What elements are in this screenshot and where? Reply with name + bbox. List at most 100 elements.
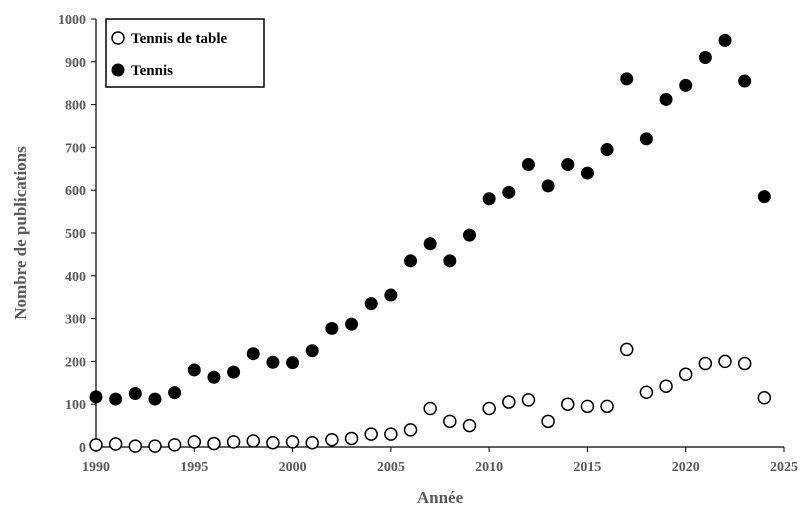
x-tick-label: 2010 <box>475 460 503 475</box>
point-tennis-de-table <box>678 367 693 381</box>
point-tennis <box>462 228 476 242</box>
y-tick-label: 900 <box>65 56 86 71</box>
x-tick-label: 1995 <box>180 460 208 475</box>
legend-label-tennis-de-table: Tennis de table <box>131 31 227 47</box>
y-tick-label: 300 <box>65 313 86 328</box>
point-tennis <box>659 92 673 106</box>
point-tennis <box>109 392 123 406</box>
y-tick-label: 400 <box>65 270 86 285</box>
point-tennis <box>128 387 142 400</box>
point-tennis-de-table <box>659 379 673 393</box>
point-tennis-de-table <box>541 414 555 429</box>
y-tick-label: 200 <box>65 355 86 370</box>
point-tennis-de-table <box>226 435 241 449</box>
point-tennis <box>423 237 437 251</box>
point-tennis <box>561 158 575 172</box>
point-tennis-de-table <box>325 432 339 447</box>
point-tennis-de-table <box>502 395 516 409</box>
x-axis-ticks: 1990 1995 2000 2005 2010 2015 2020 2025 <box>82 447 798 475</box>
point-tennis <box>384 288 398 302</box>
point-tennis-de-table <box>600 399 614 414</box>
point-tennis-de-table <box>619 342 634 357</box>
point-tennis-de-table <box>246 434 261 448</box>
y-tick-label: 500 <box>65 227 86 242</box>
x-tick-label: 2020 <box>672 460 700 475</box>
point-tennis <box>364 297 378 311</box>
x-tick-label: 2000 <box>279 460 307 475</box>
point-tennis-de-table <box>482 401 496 416</box>
legend-box <box>105 18 265 88</box>
point-tennis-de-table <box>443 414 457 429</box>
x-axis-title: Année <box>417 488 464 506</box>
point-tennis <box>482 192 496 206</box>
point-tennis-de-table <box>423 401 437 416</box>
point-tennis-de-table <box>305 435 319 450</box>
point-tennis <box>757 190 771 204</box>
point-tennis-de-table <box>128 439 143 453</box>
point-tennis-de-table <box>639 385 654 399</box>
point-tennis-de-table <box>561 397 575 411</box>
point-tennis-de-table <box>207 436 221 451</box>
x-tick-label: 2005 <box>377 460 405 475</box>
legend-label-tennis: Tennis <box>131 63 173 79</box>
point-tennis <box>698 51 712 65</box>
point-tennis <box>443 254 457 268</box>
x-tick-label: 2015 <box>573 460 601 475</box>
point-tennis-de-table <box>698 356 713 371</box>
point-tennis <box>639 132 653 146</box>
point-tennis <box>207 370 221 384</box>
point-tennis-de-table <box>403 423 418 437</box>
y-axis-title: Nombre de publications <box>11 146 30 320</box>
point-tennis <box>168 386 182 400</box>
point-tennis <box>718 33 732 47</box>
point-tennis <box>620 72 634 86</box>
point-tennis <box>148 392 162 406</box>
point-tennis-de-table <box>266 435 280 450</box>
point-tennis-de-table <box>89 438 103 452</box>
point-tennis <box>286 356 300 370</box>
point-tennis <box>325 321 339 335</box>
point-tennis <box>89 390 103 404</box>
point-tennis <box>679 78 693 92</box>
y-axis-ticks: 0 100 200 300 400 500 600 700 800 900 1000 <box>58 13 96 456</box>
point-tennis-de-table <box>757 391 772 405</box>
legend: Tennis de table Tennis <box>105 18 265 88</box>
point-tennis-de-table <box>108 437 123 451</box>
data-points <box>89 33 772 453</box>
x-tick-label: 1990 <box>82 460 110 475</box>
point-tennis-de-table <box>344 431 359 446</box>
point-tennis <box>502 185 516 199</box>
point-tennis-de-table <box>364 427 378 441</box>
point-tennis-de-table <box>148 439 162 453</box>
point-tennis <box>187 363 201 377</box>
point-tennis <box>521 158 535 172</box>
point-tennis <box>266 355 280 369</box>
point-tennis-de-table <box>521 393 536 407</box>
point-tennis <box>404 254 418 268</box>
point-tennis <box>738 74 752 88</box>
point-tennis <box>305 344 319 358</box>
legend-marker-tennis <box>111 63 125 77</box>
point-tennis <box>227 365 241 379</box>
point-tennis-de-table <box>384 427 398 441</box>
y-tick-label: 700 <box>65 141 86 156</box>
point-tennis-de-table <box>462 418 477 433</box>
y-tick-label: 100 <box>65 398 86 413</box>
point-tennis-de-table <box>718 354 732 369</box>
point-tennis <box>246 347 260 361</box>
point-tennis-de-table <box>737 356 752 371</box>
point-tennis-de-table <box>285 435 300 449</box>
legend-marker-tennis-de-table <box>111 31 125 45</box>
y-tick-label: 1000 <box>58 13 86 28</box>
y-tick-label: 800 <box>65 99 86 114</box>
y-tick-label: 600 <box>65 184 86 199</box>
point-tennis <box>541 179 555 193</box>
point-tennis-de-table <box>580 399 595 414</box>
point-tennis-de-table <box>187 435 202 449</box>
point-tennis-de-table <box>167 438 182 452</box>
point-tennis <box>580 166 594 180</box>
x-tick-label: 2025 <box>770 460 798 475</box>
point-tennis <box>345 317 359 331</box>
y-tick-label: 0 <box>79 441 86 456</box>
